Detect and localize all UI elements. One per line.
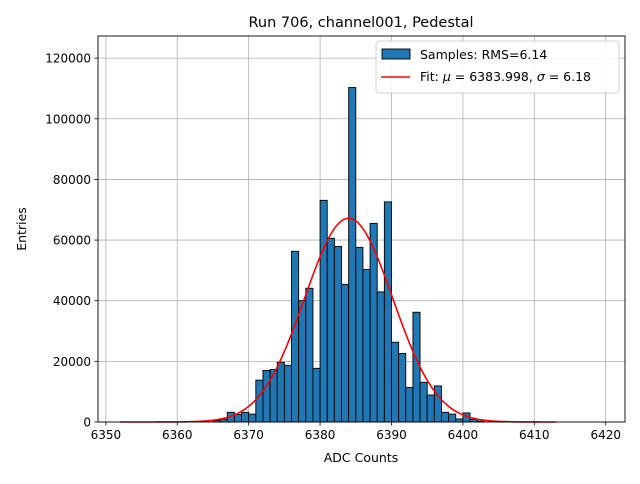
y-tick-label: 80000 <box>53 173 91 187</box>
histogram-bar <box>248 413 257 423</box>
histogram-bar <box>262 370 271 423</box>
legend-fit-label: Fit: μ = 6383.998, σ = 6.18 <box>420 69 591 84</box>
histogram-bar <box>255 379 264 423</box>
legend-box <box>375 40 620 94</box>
histogram-bar <box>405 386 414 423</box>
histogram-bar <box>448 413 457 423</box>
legend-fit-mu: μ <box>442 69 451 84</box>
y-tick-label: 100000 <box>45 112 91 126</box>
x-tick-label: 6360 <box>162 428 193 442</box>
histogram-bar <box>291 250 300 423</box>
x-tick-label: 6410 <box>519 428 550 442</box>
chart-title: Run 706, channel001, Pedestal <box>248 15 473 31</box>
histogram-bar <box>283 364 292 423</box>
histogram-bar <box>376 291 385 423</box>
y-tick-label: 60000 <box>53 234 91 248</box>
legend-fit-mid: = 6383.998, <box>451 69 537 84</box>
histogram-bar <box>341 283 350 423</box>
histogram-bar <box>362 269 371 423</box>
x-tick-label: 6390 <box>376 428 407 442</box>
x-tick-label: 6370 <box>233 428 264 442</box>
legend-samples-label: Samples: RMS=6.14 <box>420 47 547 62</box>
histogram-bar <box>441 411 450 423</box>
y-tick-label: 40000 <box>53 294 91 308</box>
legend-fit-prefix: Fit: <box>420 69 443 84</box>
y-axis-label: Entries <box>14 207 29 251</box>
histogram-bar <box>233 413 242 423</box>
histogram-bar <box>326 237 335 423</box>
x-axis: 6350 6360 6370 6380 6390 6400 6410 6420 <box>91 422 621 442</box>
legend-samples-swatch <box>381 48 411 60</box>
histogram-bar <box>391 341 400 423</box>
histogram-bar <box>333 245 342 423</box>
histogram-bar <box>398 353 407 423</box>
y-axis: 0 20000 40000 60000 80000 100000 120000 <box>45 52 98 430</box>
y-tick-label: 120000 <box>45 52 91 66</box>
histogram-bar <box>241 411 250 423</box>
histogram-bar <box>426 394 435 423</box>
histogram-bar <box>319 199 328 423</box>
histogram-bar <box>412 311 421 423</box>
histogram-bar <box>419 381 428 423</box>
histogram-bar <box>305 287 314 423</box>
legend-fit-sigma: σ <box>537 69 546 84</box>
histogram-bar <box>312 367 321 423</box>
plot-frame <box>97 35 626 423</box>
x-tick-label: 6400 <box>448 428 479 442</box>
histogram-bar <box>298 300 307 423</box>
histogram-bar <box>355 246 364 423</box>
x-tick-label: 6420 <box>590 428 621 442</box>
x-tick-label: 6350 <box>91 428 122 442</box>
histogram-bar <box>276 361 285 423</box>
legend: Samples: RMS=6.14 Fit: μ = 6383.998, σ =… <box>375 40 620 94</box>
histogram-bar <box>383 201 392 423</box>
histogram-bar <box>348 87 357 423</box>
legend-fit-end: = 6.18 <box>545 69 591 84</box>
x-axis-label: ADC Counts <box>324 450 399 465</box>
y-tick-label: 0 <box>83 416 91 430</box>
x-tick-label: 6380 <box>305 428 336 442</box>
y-tick-label: 20000 <box>53 355 91 369</box>
histogram-bar <box>455 418 464 423</box>
